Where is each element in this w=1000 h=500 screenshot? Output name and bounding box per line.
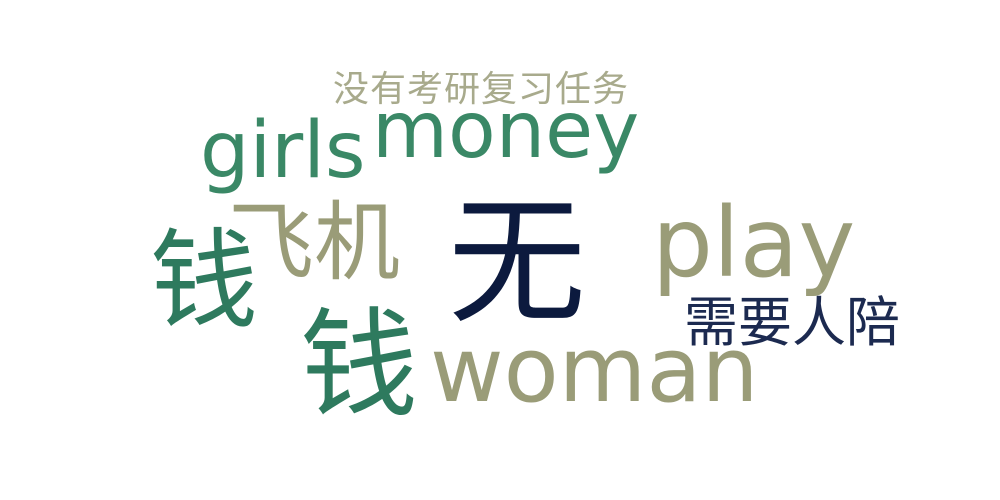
word-girls: girls (200, 106, 366, 196)
word-money-cn-bottom: 钱 (300, 296, 419, 434)
word-airplane: 飞机 (228, 193, 400, 293)
word-money-cn-left: 钱 (150, 219, 259, 344)
word-money: money (372, 86, 640, 176)
word-play: play (652, 187, 856, 299)
word-woman: woman (430, 318, 759, 423)
word-none: 无 (448, 182, 587, 343)
word-no-exam-review-task: 没有考研复习任务 (333, 69, 630, 110)
word-needs-company: 需要人陪 (684, 291, 900, 354)
